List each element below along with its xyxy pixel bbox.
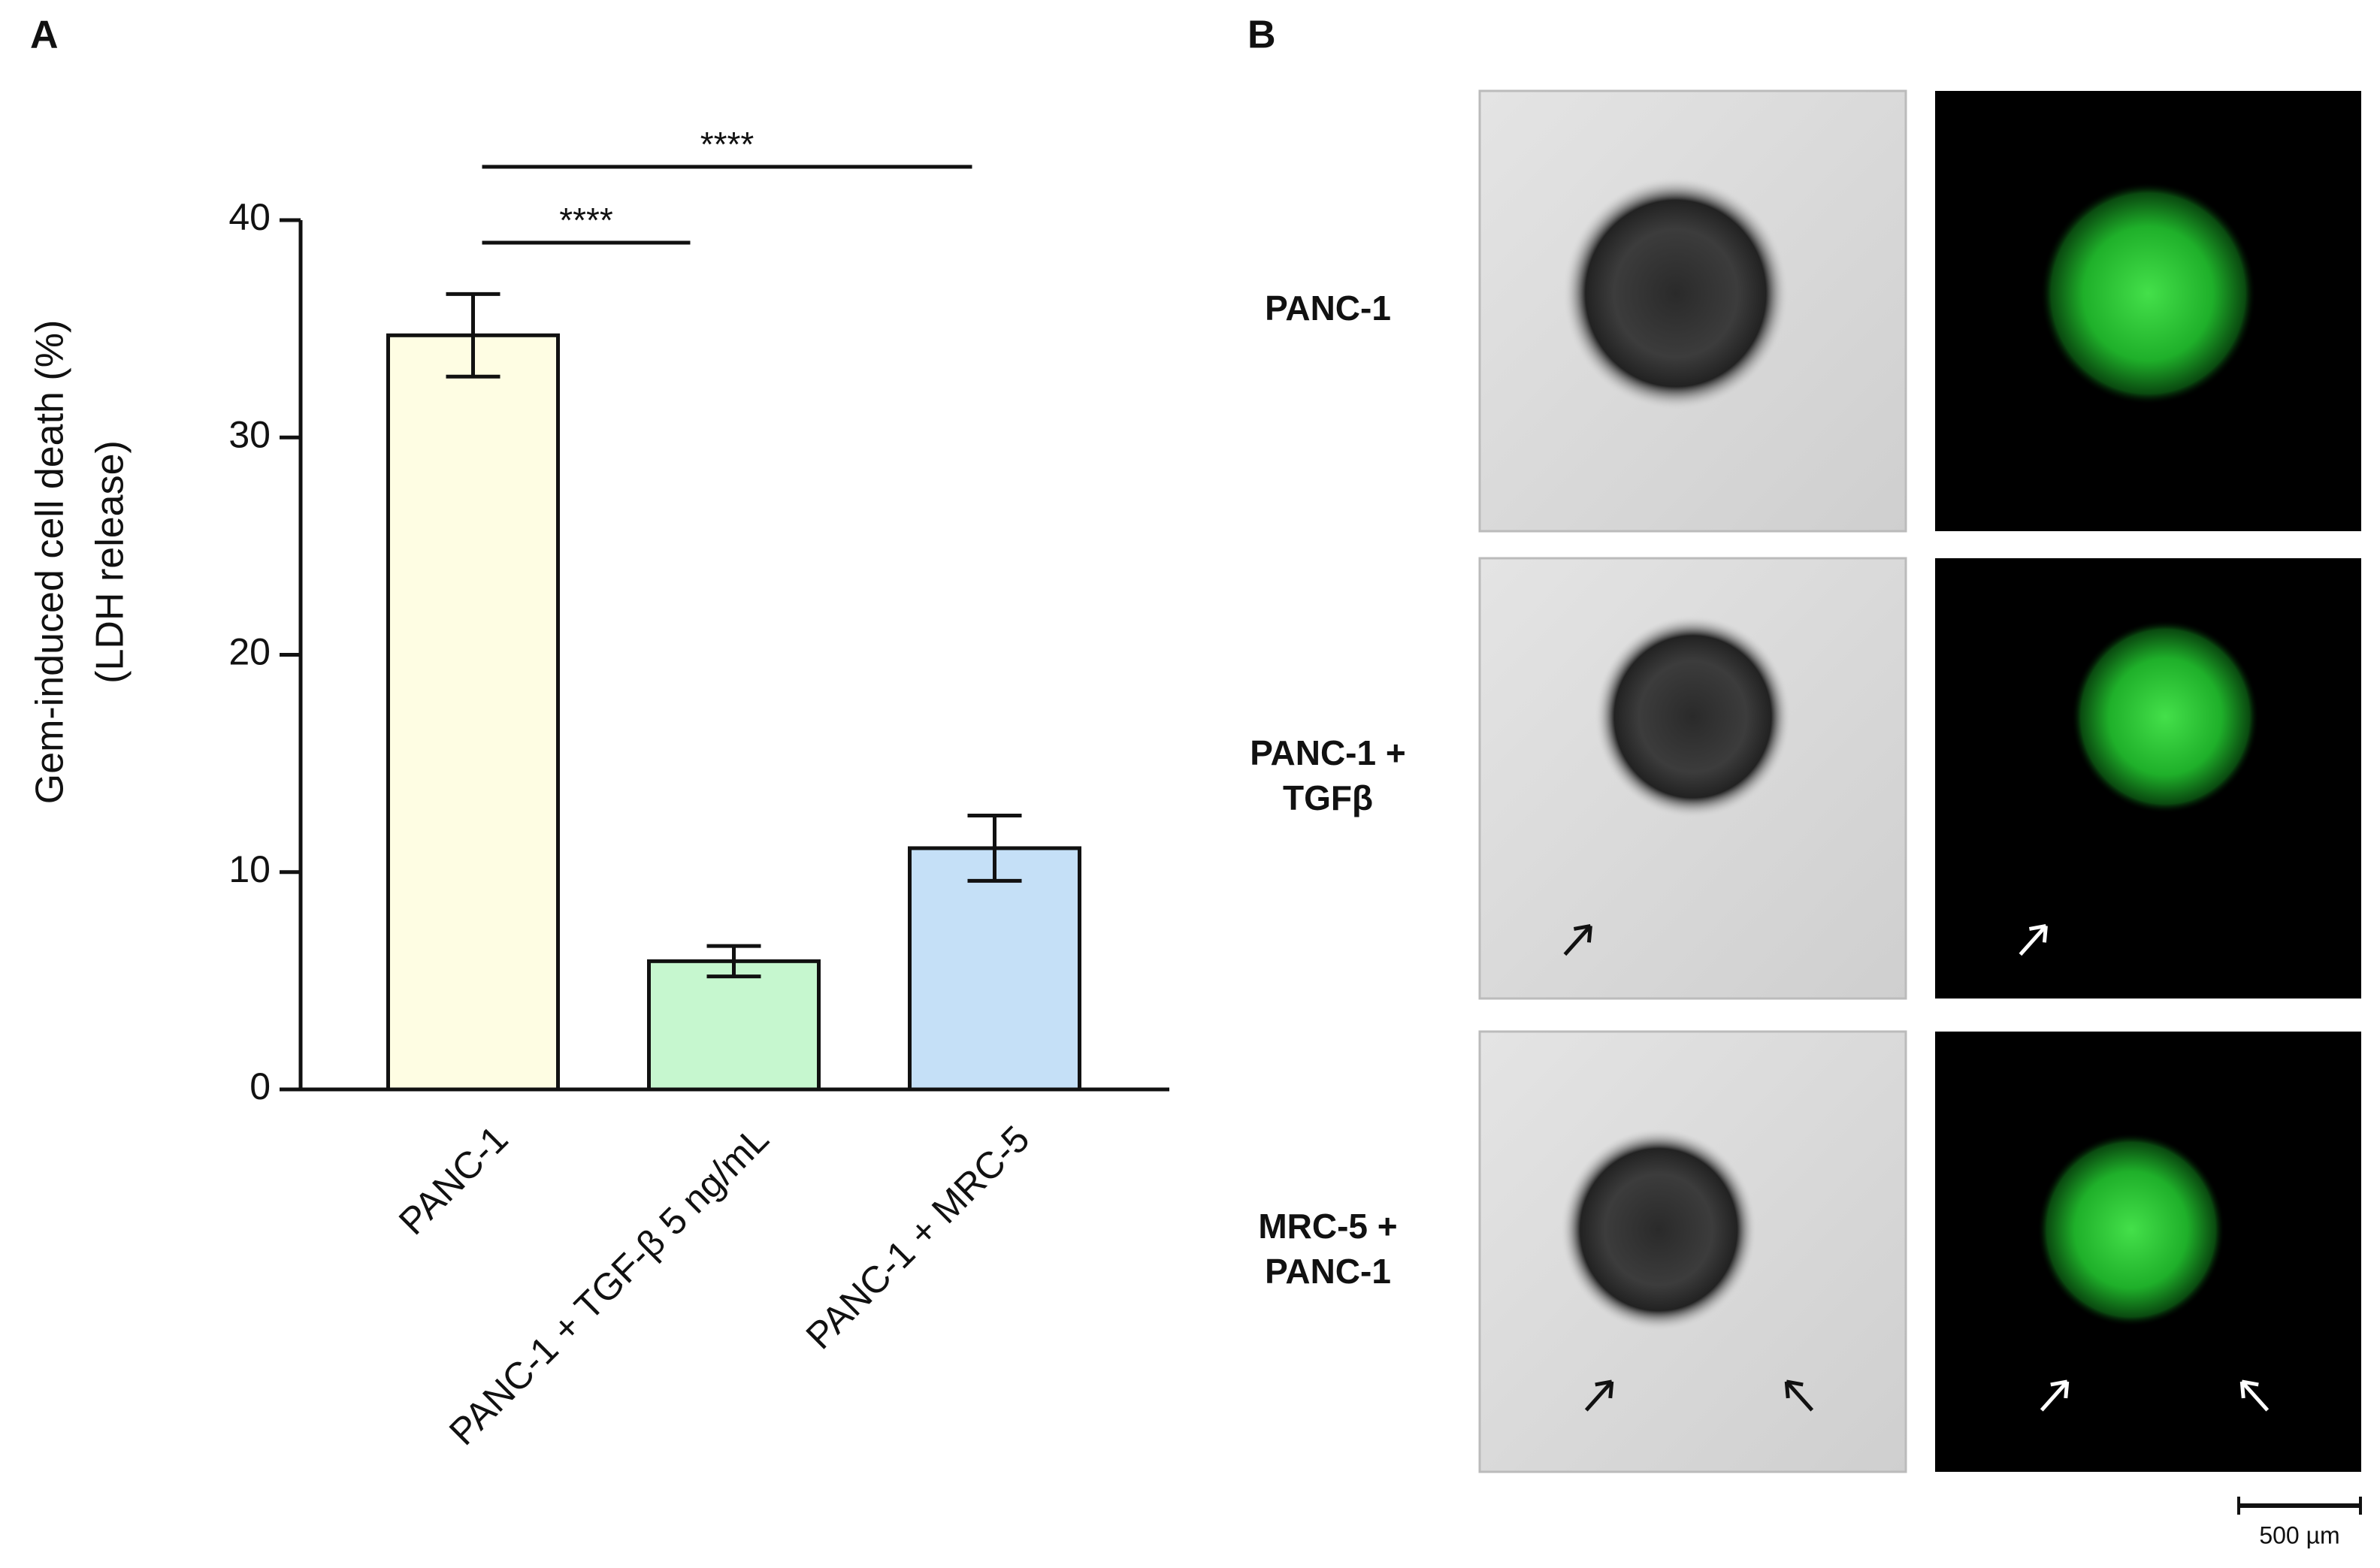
arrow [2240,1380,2270,1412]
arrow-head [2028,923,2048,943]
arrow-head [1573,923,1592,943]
arrow-head [1784,1379,1804,1399]
y-tick-label: 40 [228,196,271,238]
panel-label: B [1247,14,1276,57]
arrow-head [1595,1379,1614,1399]
arrow [2019,924,2048,956]
row-label: TGFβ [1283,778,1373,817]
spheroid [1560,1128,1757,1331]
arrow [1584,1380,1613,1412]
row-label: MRC-5 + [1258,1207,1397,1246]
bar [647,959,821,1092]
y-tick-label: 10 [228,848,271,890]
y-axis-title: Gem-induced cell death (%) [29,320,72,805]
y-axis-title: (LDH release) [89,440,132,684]
arrow [1563,924,1592,956]
significance-label: **** [700,125,755,164]
arrow-head [2050,1379,2070,1399]
x-tick-label: PANC-1 + MRC-5 [798,1118,1038,1358]
panel-label: A [30,14,59,57]
scale-bar-label: 500 µm [2259,1521,2339,1548]
x-tick-label: PANC-1 [391,1118,516,1243]
spheroid [1595,615,1791,818]
arrow [2040,1380,2069,1412]
row-label: PANC-1 [1265,1252,1391,1291]
spheroid [2040,182,2256,405]
arrow-head [2239,1379,2259,1399]
bar [908,846,1081,1092]
y-tick-label: 20 [228,631,271,673]
y-tick-label: 30 [228,413,271,455]
y-tick-label: 0 [249,1065,271,1107]
arrow [1785,1380,1814,1412]
bar-chart: 0 10 20 30 40 Gem-induced cell death (%) (LDH … [29,125,1169,1453]
spheroid [2071,620,2259,814]
row-label: PANC-1 + [1250,733,1405,772]
spheroid [1562,177,1789,410]
row-label: PANC-1 [1265,289,1391,328]
image-panel: PANC-1 PANC-1 + TGFβ MRC-5 + PANC-1 500 µm [1250,89,2362,1548]
significance-label: **** [559,201,613,240]
spheroid [2037,1132,2225,1327]
bar [386,333,560,1092]
